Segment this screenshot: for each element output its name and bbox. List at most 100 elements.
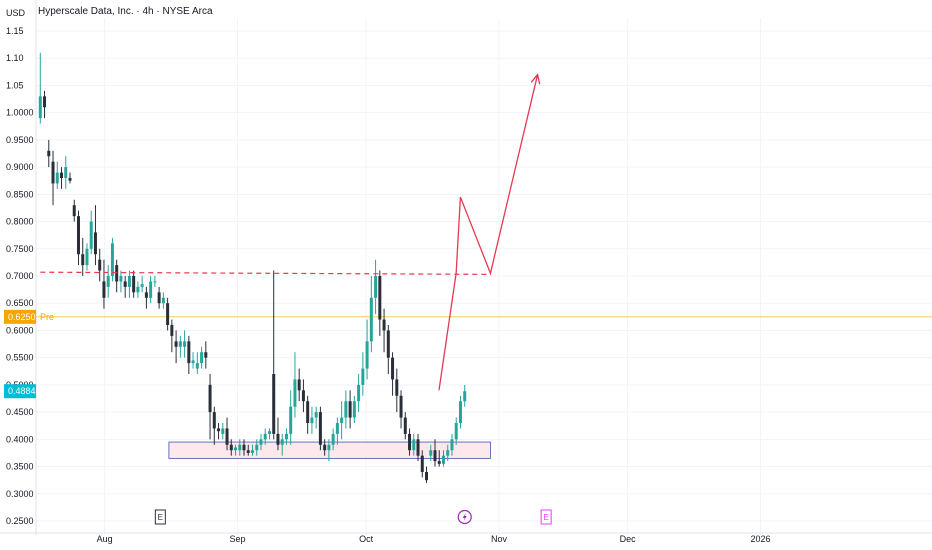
pre-price-value: 0.6250 [8,312,36,322]
candle-body [250,450,254,453]
candle-body [357,384,361,402]
candle-body [416,439,420,456]
candle-body [229,444,233,451]
candle-body [395,379,399,396]
candle-body [280,439,284,445]
candle-body [89,221,93,249]
candle-body [123,281,127,287]
candle-body [335,423,339,434]
candle-body [208,384,212,413]
y-tick-label: 0.6500 [6,298,34,308]
candle-body [51,161,55,184]
candle-body [191,360,195,364]
y-tick-label: 0.6000 [6,325,34,335]
candle-body [374,276,378,298]
candle-body [183,341,187,347]
candle-body [331,433,335,445]
projection-path [438,74,539,391]
y-axis: 1.15 1.10 1.05 1.0000 0.9500 0.9000 0.8500 0.80… [6,26,34,526]
candle-body [378,276,382,320]
x-tick-label: Dec [620,534,637,544]
candle-body [195,363,199,369]
candle-body [64,167,68,178]
candle-body [115,265,119,282]
candle-body [263,433,267,440]
drawings-layer [40,73,541,391]
candle-body [76,216,80,255]
candle-body [382,319,386,331]
x-tick-label: Oct [359,534,374,544]
candle-body [174,341,178,347]
y-tick-label: 0.8500 [6,189,34,199]
resistance-dashed-line [40,271,491,275]
candle-body [255,444,259,451]
candle-body [106,276,110,287]
candle-body [340,417,344,423]
candle-body [297,379,301,391]
candle-body [429,450,433,456]
candle-body [38,96,42,119]
candle-body [157,292,161,304]
candle-body [72,205,76,217]
candle-body [310,417,314,423]
y-tick-label: 0.2500 [6,516,34,526]
y-tick-label: 1.05 [6,80,24,90]
candle-body [161,297,165,304]
y-tick-label: 0.3000 [6,489,34,499]
x-axis: Aug Sep Oct Nov Dec 2026 [97,534,771,544]
last-price-value: 0.4884 [8,386,36,396]
candle-body [267,431,271,434]
candle-body [318,412,322,445]
candle-body [386,330,390,358]
candle-body [204,352,208,358]
candle-body [136,286,140,293]
candle-body [153,281,157,283]
candle-body [98,259,102,271]
earnings-marker-label: E [543,513,548,522]
candle-body [348,401,352,418]
candle-body [212,412,216,429]
candle-body [166,303,170,325]
candle-body [55,172,59,184]
earnings-marker [540,509,552,525]
candle-body [93,232,97,255]
candle-body [225,428,229,445]
candle-body [361,368,365,385]
candle-body [102,281,106,298]
y-tick-label: 1.10 [6,53,24,63]
candle-body [110,243,114,276]
pre-label: Pre [40,312,54,322]
candles-layer [38,52,467,483]
earnings-marker [154,509,166,525]
candle-body [272,374,276,434]
y-tick-label: 0.4000 [6,434,34,444]
candle-body [140,284,144,287]
candle-body [425,472,429,481]
projection-arrowhead [530,73,541,85]
candle-body [217,428,221,432]
candle-body [85,248,89,266]
candle-body [276,433,280,445]
candle-body [314,412,318,418]
support-zone-layer [36,316,932,459]
candle-body [234,447,238,451]
x-tick-label: Aug [97,534,113,544]
y-tick-label: 0.8000 [6,217,34,227]
candle-body [399,395,403,418]
candle-body [458,401,462,423]
candle-body [284,433,288,440]
candle-body [119,276,123,282]
candle-body [238,444,242,451]
symbol-title[interactable]: Hyperscale Data, Inc. · 4h · NYSE Arca [38,6,213,17]
candle-body [344,401,348,418]
candle-body [352,401,356,418]
candle-body [170,325,174,336]
y-tick-label: 0.5500 [6,353,34,363]
lightning-icon [462,513,467,521]
y-tick-label: 1.0000 [6,108,34,118]
candle-body [301,390,305,402]
earnings-marker-label: E [158,513,163,522]
candle-body [132,276,136,293]
